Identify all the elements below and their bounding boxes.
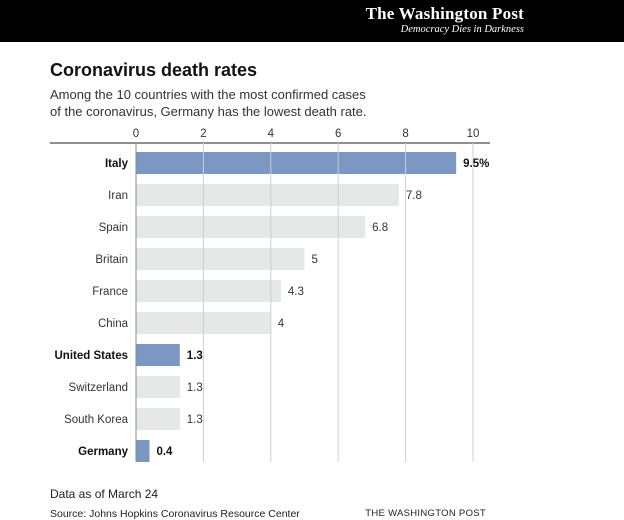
- category-label-switzerland: Switzerland: [69, 382, 128, 394]
- value-label-united-states: 1.3: [187, 350, 203, 362]
- bar-italy: [136, 152, 457, 174]
- category-label-britain: Britain: [95, 254, 128, 266]
- value-label-spain: 6.8: [372, 222, 388, 234]
- x-tick-label-6: 6: [335, 128, 341, 140]
- value-label-switzerland: 1.3: [187, 382, 203, 394]
- bar-south-korea: [136, 408, 180, 430]
- bar-chart: 0 2 4 6 8 10 Italy 9.5% Iran 7.8 Spain 6.8 Britain 5 F…: [50, 128, 490, 462]
- bar-united-states: [136, 344, 180, 366]
- x-tick-label-10: 10: [467, 128, 480, 140]
- chart-title: Coronavirus death rates: [50, 60, 258, 80]
- masthead-bar: [0, 0, 624, 42]
- bar-germany: [136, 440, 150, 462]
- x-tick-label-2: 2: [200, 128, 206, 140]
- category-label-south-korea: South Korea: [64, 414, 129, 426]
- category-label-italy: Italy: [105, 158, 129, 170]
- data-note: Data as of March 24: [50, 487, 159, 501]
- chart-subtitle: Among the 10 countries with the most con…: [50, 87, 367, 119]
- category-label-spain: Spain: [99, 222, 128, 234]
- masthead-logo: The Washington Post: [365, 4, 524, 23]
- value-label-iran: 7.8: [406, 190, 422, 202]
- value-label-china: 4: [278, 318, 285, 330]
- masthead-tagline: Democracy Dies in Darkness: [400, 24, 524, 35]
- category-label-germany: Germany: [78, 446, 128, 458]
- category-label-france: France: [92, 286, 128, 298]
- bar-iran: [136, 184, 399, 206]
- value-label-france: 4.3: [288, 286, 304, 298]
- category-label-iran: Iran: [108, 190, 128, 202]
- category-label-united-states: United States: [55, 350, 129, 362]
- x-tick-label-0: 0: [133, 128, 139, 140]
- value-label-italy: 9.5%: [463, 158, 489, 170]
- bar-switzerland: [136, 376, 180, 398]
- credit-line: THE WASHINGTON POST: [365, 508, 486, 519]
- value-label-south-korea: 1.3: [187, 414, 203, 426]
- value-label-germany: 0.4: [156, 446, 173, 458]
- bar-france: [136, 280, 281, 302]
- value-label-britain: 5: [312, 254, 318, 266]
- source-line: Source: Johns Hopkins Coronavirus Resour…: [50, 508, 300, 520]
- bar-spain: [136, 216, 366, 238]
- x-tick-label-4: 4: [268, 128, 275, 140]
- x-tick-label-8: 8: [402, 128, 408, 140]
- category-label-china: China: [98, 318, 129, 330]
- bar-britain: [136, 248, 305, 270]
